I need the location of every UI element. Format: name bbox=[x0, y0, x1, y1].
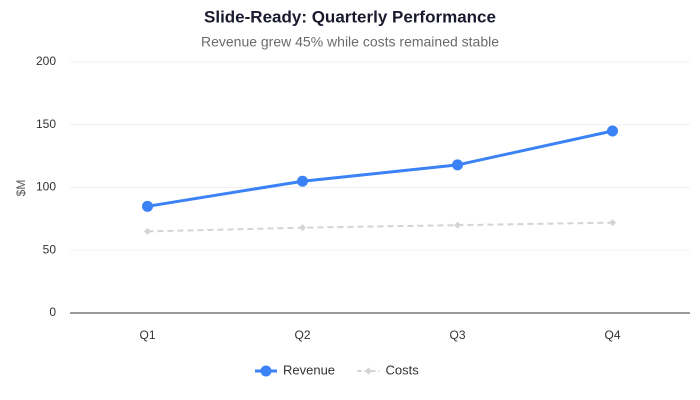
y-tick-label: 150 bbox=[36, 117, 56, 131]
point bbox=[609, 219, 616, 227]
point bbox=[144, 227, 151, 235]
point bbox=[299, 224, 306, 232]
series-line bbox=[147, 129, 613, 208]
chart-title: Slide-Ready: Quarterly Performance bbox=[204, 7, 496, 26]
legend-marker bbox=[365, 367, 372, 375]
point bbox=[452, 159, 463, 171]
legend-label: Costs bbox=[386, 362, 420, 377]
point bbox=[297, 175, 308, 187]
x-tick-label: Q4 bbox=[604, 328, 620, 342]
y-tick-label: 100 bbox=[36, 180, 56, 194]
x-tick-label: Q3 bbox=[449, 328, 465, 342]
x-tick-label: Q1 bbox=[139, 328, 155, 342]
point bbox=[142, 200, 153, 212]
chart-subtitle: Revenue grew 45% while costs remained st… bbox=[201, 34, 499, 50]
point bbox=[454, 221, 461, 229]
legend-marker bbox=[260, 365, 272, 377]
legend-label: Revenue bbox=[283, 362, 335, 377]
y-tick-label: 200 bbox=[36, 54, 56, 68]
y-axis-label: $M bbox=[14, 180, 28, 197]
y-tick-label: 50 bbox=[43, 242, 57, 256]
series-line bbox=[147, 221, 613, 233]
x-tick-label: Q2 bbox=[294, 328, 310, 342]
y-tick-label: 0 bbox=[49, 305, 56, 319]
point bbox=[607, 125, 618, 137]
